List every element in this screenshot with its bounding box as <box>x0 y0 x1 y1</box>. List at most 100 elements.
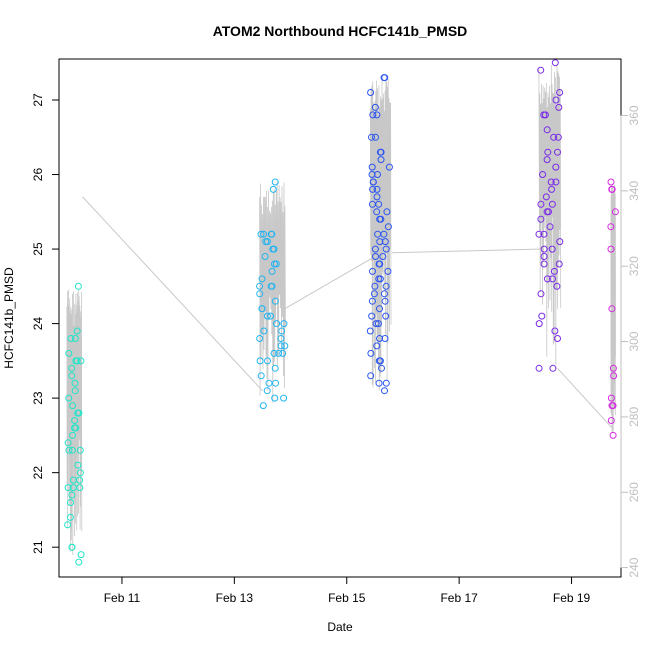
data-point <box>608 185 616 193</box>
data-point <box>551 59 559 67</box>
data-point <box>548 200 556 208</box>
data-point <box>267 312 275 320</box>
transit-trace <box>557 367 613 429</box>
data-point <box>554 148 561 156</box>
x-axis-label: Date <box>327 620 353 634</box>
data-point <box>610 372 618 380</box>
data-point <box>377 215 385 223</box>
data-point <box>608 305 616 313</box>
data-point <box>546 223 554 231</box>
data-point <box>540 245 548 253</box>
data-point <box>278 327 286 335</box>
data-point <box>369 111 377 119</box>
data-point <box>382 312 390 320</box>
data-point <box>366 327 374 335</box>
data-point <box>609 402 617 410</box>
y2-tick-label: 340 <box>627 181 641 201</box>
data-point <box>373 342 381 350</box>
data-point <box>269 185 277 193</box>
data-point <box>374 230 382 238</box>
data-point <box>76 446 84 454</box>
data-point <box>65 394 73 402</box>
data-point <box>382 379 390 387</box>
data-point <box>369 185 377 193</box>
data-point <box>271 178 279 186</box>
data-point <box>548 185 556 193</box>
data-point <box>259 402 267 410</box>
y-tick-label: 27 <box>31 93 45 107</box>
data-point <box>277 342 285 350</box>
data-point <box>383 208 391 216</box>
data-point <box>549 364 557 372</box>
x-tick-label: Feb 17 <box>440 591 478 605</box>
x-tick-label: Feb 11 <box>104 591 141 605</box>
data-point <box>64 521 72 529</box>
data-point <box>372 320 380 328</box>
data-point <box>370 290 378 298</box>
transit-trace <box>284 256 376 310</box>
transit-trace <box>391 248 544 254</box>
data-point <box>67 335 75 342</box>
data-point <box>369 178 377 186</box>
data-point <box>381 297 389 305</box>
data-point <box>552 163 560 171</box>
data-point <box>537 290 545 298</box>
data-point <box>538 312 546 320</box>
data-point <box>69 402 77 410</box>
data-point <box>379 253 387 260</box>
data-point <box>280 320 288 328</box>
data-point <box>543 126 551 134</box>
data-point <box>543 156 551 164</box>
data-point <box>375 379 383 387</box>
x-tick-label: Feb 15 <box>328 591 366 605</box>
data-point <box>372 253 379 260</box>
data-point <box>607 394 615 402</box>
data-point <box>535 230 543 238</box>
data-point <box>280 394 288 402</box>
altitude-trace-segment <box>610 184 616 432</box>
data-point <box>271 394 279 402</box>
data-point <box>68 543 76 551</box>
plot-box <box>58 58 622 578</box>
data-point <box>375 357 383 365</box>
data-point <box>72 424 80 432</box>
data-point <box>384 267 392 275</box>
data-point <box>66 513 74 521</box>
data-point <box>371 282 379 290</box>
data-point <box>68 446 76 454</box>
data-point <box>74 282 82 290</box>
data-point <box>256 335 264 342</box>
data-point <box>540 253 548 260</box>
data-point <box>369 267 376 275</box>
data-point <box>607 417 615 424</box>
data-point <box>368 133 375 141</box>
data-point <box>535 364 543 372</box>
data-point <box>555 103 563 111</box>
data-point <box>261 253 269 260</box>
data-point <box>539 171 547 178</box>
data-point <box>68 372 76 380</box>
data-point <box>64 439 72 447</box>
data-point <box>367 349 375 357</box>
data-point <box>607 245 615 253</box>
data-point <box>375 275 383 283</box>
data-point <box>71 417 79 424</box>
data-point <box>368 297 376 305</box>
data-point <box>258 305 266 313</box>
data-point <box>377 148 385 156</box>
y-tick-label: 23 <box>31 391 45 405</box>
chart-title: ATOM2 Northbound HCFC141b_PMSD <box>213 23 468 39</box>
data-point <box>544 148 552 156</box>
y2-tick-label: 300 <box>627 331 641 351</box>
data-points-layer <box>64 59 619 566</box>
data-point <box>556 89 564 96</box>
data-point <box>277 335 285 342</box>
data-point <box>373 111 381 119</box>
data-point <box>607 178 615 186</box>
data-point <box>382 282 390 290</box>
data-point <box>381 74 389 82</box>
y2-tick-label: 360 <box>627 105 641 125</box>
data-point <box>373 208 381 216</box>
data-point <box>270 349 278 357</box>
